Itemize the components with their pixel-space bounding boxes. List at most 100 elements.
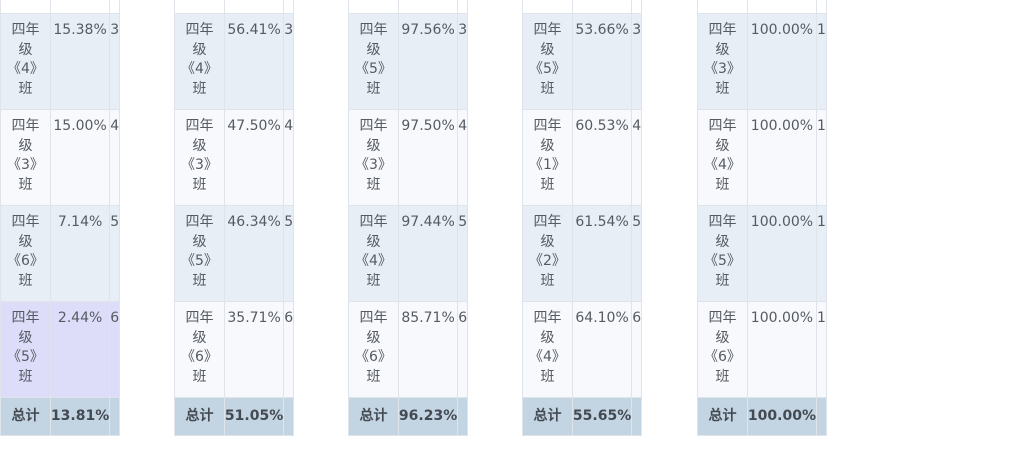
rank-cell: 5	[457, 205, 469, 302]
table-row[interactable]: 四年级《3》班 47.50% 4	[174, 109, 295, 206]
rank-cell: 3	[457, 13, 469, 110]
total-row: 总计 55.65%	[522, 397, 643, 436]
table-row[interactable]: 四年级《5》班 97.56% 3	[348, 13, 469, 110]
ranking-table: 四年级《5》班 53.66% 3 四年级《1》班 60.53% 4 四年级《2》…	[522, 0, 643, 436]
class-name-cell: 四年级《5》班	[0, 301, 51, 398]
class-name-cell: 四年级《1》班	[522, 109, 573, 206]
percent-cell: 64.10%	[571, 301, 633, 398]
table-row[interactable]: 四年级《4》班 64.10% 6	[522, 301, 643, 398]
total-label: 总计	[522, 397, 573, 436]
rank-cell: 6	[631, 301, 643, 398]
rank-cell: 4	[283, 109, 295, 206]
table-row[interactable]: 四年级《5》班 53.66% 3	[522, 13, 643, 110]
rank-cell: 5	[283, 205, 295, 302]
rank-cell: 6	[109, 301, 121, 398]
class-name-cell: 四年级《5》班	[697, 205, 748, 302]
class-name-cell: 四年级《5》班	[174, 205, 225, 302]
percent-cell: 100.00%	[746, 205, 817, 302]
rank-cell: 4	[109, 109, 121, 206]
table-row[interactable]: 四年级《6》班 35.71% 6	[174, 301, 295, 398]
rank-cell: 5	[109, 205, 121, 302]
class-name-cell: 四年级《6》班	[348, 301, 399, 398]
table-row-highlighted[interactable]: 四年级《5》班 2.44% 6	[0, 301, 121, 398]
total-row: 总计 13.81%	[0, 397, 121, 436]
table-row[interactable]: 四年级《3》班 97.50% 4	[348, 109, 469, 206]
rank-cell: 1	[815, 13, 827, 110]
table-row[interactable]: 四年级《5》班 46.34% 5	[174, 205, 295, 302]
percent-cell: 35.71%	[223, 301, 285, 398]
total-label: 总计	[697, 397, 748, 436]
total-percent: 13.81%	[49, 397, 111, 436]
percent-cell: 97.44%	[397, 205, 459, 302]
total-percent: 100.00%	[746, 397, 817, 436]
ranking-table: 四年级《4》班 56.41% 3 四年级《3》班 47.50% 4 四年级《5》…	[174, 0, 295, 436]
total-label: 总计	[348, 397, 399, 436]
class-name-cell: 四年级《4》班	[348, 205, 399, 302]
table-row[interactable]: 四年级《4》班 97.44% 5	[348, 205, 469, 302]
total-rank-empty	[631, 397, 643, 436]
total-row: 总计 51.05%	[174, 397, 295, 436]
ranking-table: 四年级《5》班 97.56% 3 四年级《3》班 97.50% 4 四年级《4》…	[348, 0, 469, 436]
table-row[interactable]: 四年级《6》班 85.71% 6	[348, 301, 469, 398]
table-row[interactable]: 四年级《4》班 100.00% 1	[697, 109, 827, 206]
rank-cell: 3	[283, 13, 295, 110]
percent-cell: 100.00%	[746, 13, 817, 110]
percent-cell: 61.54%	[571, 205, 633, 302]
rank-cell: 1	[815, 205, 827, 302]
percent-cell: 100.00%	[746, 301, 817, 398]
total-percent: 55.65%	[571, 397, 633, 436]
class-name-cell: 四年级《5》班	[522, 13, 573, 110]
percent-cell: 56.41%	[223, 13, 285, 110]
table-row[interactable]: 四年级《4》班 15.38% 3	[0, 13, 121, 110]
class-name-cell: 四年级《4》班	[174, 13, 225, 110]
total-label: 总计	[174, 397, 225, 436]
total-rank-empty	[815, 397, 827, 436]
table-row[interactable]: 四年级《4》班 56.41% 3	[174, 13, 295, 110]
percent-cell: 60.53%	[571, 109, 633, 206]
rank-cell: 4	[457, 109, 469, 206]
rank-cell: 3	[631, 13, 643, 110]
rank-cell: 6	[283, 301, 295, 398]
class-name-cell: 四年级《3》班	[174, 109, 225, 206]
percent-cell: 2.44%	[49, 301, 111, 398]
rank-cell: 1	[815, 301, 827, 398]
total-percent: 96.23%	[397, 397, 459, 436]
table-row[interactable]: 四年级《1》班 60.53% 4	[522, 109, 643, 206]
class-name-cell: 四年级《2》班	[522, 205, 573, 302]
table-row[interactable]: 四年级《3》班 15.00% 4	[0, 109, 121, 206]
class-name-cell: 四年级《5》班	[348, 13, 399, 110]
table-row[interactable]: 四年级《3》班 100.00% 1	[697, 13, 827, 110]
class-name-cell: 四年级《6》班	[174, 301, 225, 398]
rank-cell: 6	[457, 301, 469, 398]
total-label: 总计	[0, 397, 51, 436]
class-name-cell: 四年级《4》班	[697, 109, 748, 206]
total-rank-empty	[109, 397, 121, 436]
total-row: 总计 100.00%	[697, 397, 827, 436]
percent-cell: 7.14%	[49, 205, 111, 302]
table-row[interactable]: 四年级《2》班 61.54% 5	[522, 205, 643, 302]
percent-cell: 53.66%	[571, 13, 633, 110]
percent-cell: 46.34%	[223, 205, 285, 302]
percent-cell: 15.38%	[49, 13, 111, 110]
ranking-table: 四年级《4》班 15.38% 3 四年级《3》班 15.00% 4 四年级《6》…	[0, 0, 121, 436]
total-rank-empty	[457, 397, 469, 436]
class-name-cell: 四年级《4》班	[522, 301, 573, 398]
total-percent: 51.05%	[223, 397, 285, 436]
percent-cell: 15.00%	[49, 109, 111, 206]
total-rank-empty	[283, 397, 295, 436]
percent-cell: 100.00%	[746, 109, 817, 206]
class-name-cell: 四年级《3》班	[0, 109, 51, 206]
rank-cell: 3	[109, 13, 121, 110]
class-name-cell: 四年级《3》班	[697, 13, 748, 110]
table-row[interactable]: 四年级《6》班 100.00% 1	[697, 301, 827, 398]
table-row[interactable]: 四年级《5》班 100.00% 1	[697, 205, 827, 302]
class-name-cell: 四年级《4》班	[0, 13, 51, 110]
percent-cell: 97.50%	[397, 109, 459, 206]
class-name-cell: 四年级《3》班	[348, 109, 399, 206]
table-row[interactable]: 四年级《6》班 7.14% 5	[0, 205, 121, 302]
rank-cell: 5	[631, 205, 643, 302]
ranking-table: 四年级《3》班 100.00% 1 四年级《4》班 100.00% 1 四年级《…	[697, 0, 827, 436]
class-name-cell: 四年级《6》班	[0, 205, 51, 302]
total-row: 总计 96.23%	[348, 397, 469, 436]
percent-cell: 97.56%	[397, 13, 459, 110]
